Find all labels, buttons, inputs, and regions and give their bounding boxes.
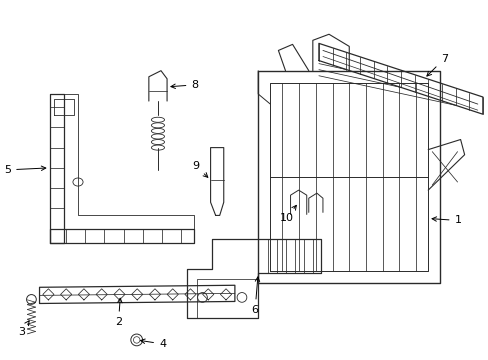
Text: 6: 6: [251, 277, 259, 315]
Text: 4: 4: [140, 339, 166, 349]
Text: 1: 1: [431, 216, 461, 225]
Text: 9: 9: [192, 161, 207, 177]
Text: 7: 7: [426, 54, 447, 76]
Text: 8: 8: [171, 80, 198, 90]
Text: 3: 3: [18, 321, 29, 337]
Text: 10: 10: [279, 205, 296, 224]
Text: 5: 5: [4, 165, 46, 175]
Text: 2: 2: [115, 298, 122, 327]
